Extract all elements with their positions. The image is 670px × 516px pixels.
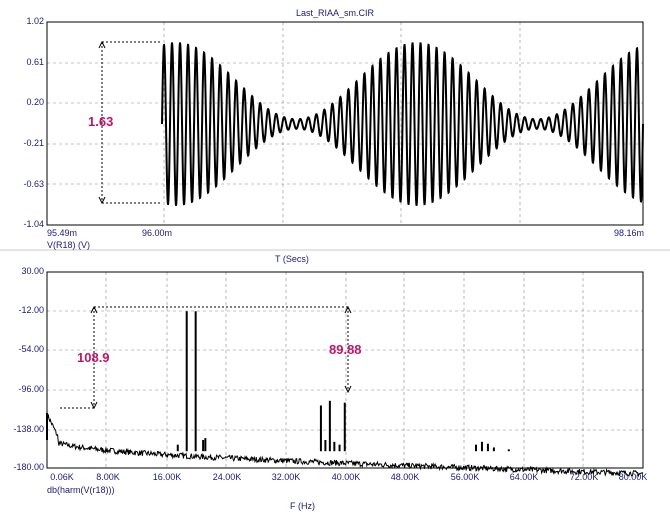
bottom-y-tick: -12.00 (18, 305, 44, 315)
bottom-plot-trace (46, 311, 644, 478)
bottom-y-tick: 30.00 (21, 266, 44, 276)
bottom-left-annotation: 108.9 (77, 350, 110, 365)
top-waveform (161, 42, 644, 206)
bottom-x-tick: 80.00K (618, 472, 648, 482)
top-trace-label: V(R18) (V) (47, 240, 91, 250)
top-y-tick: -0.21 (23, 138, 44, 148)
bottom-x-tick: 56.00K (450, 472, 480, 482)
arrowhead (90, 305, 98, 314)
arrowhead (344, 305, 352, 314)
arrowhead (90, 401, 98, 410)
arrowhead (98, 40, 106, 49)
bottom-x-tick: 32.00K (271, 472, 301, 482)
bottom-x-tick: 0.06K (50, 472, 74, 482)
bottom-x-tick: 8.00K (96, 472, 120, 482)
spectrum-noise-floor (46, 412, 644, 478)
top-amplitude-annotation: 1.63 (88, 114, 114, 129)
bottom-x-tick: 16.00K (152, 472, 182, 482)
bottom-x-axis-label: F (Hz) (290, 501, 315, 511)
top-y-tick: -0.63 (23, 179, 44, 189)
arrowhead (98, 196, 106, 205)
bottom-x-tick: 40.00K (331, 472, 361, 482)
arrowhead (344, 385, 352, 394)
bottom-y-tick: -54.00 (18, 344, 44, 354)
top-plot-trace (161, 42, 644, 206)
bottom-x-tick: 48.00K (390, 472, 420, 482)
bottom-plot-frame (46, 271, 644, 469)
window-title: Last_RIAA_sm.CIR (295, 8, 375, 18)
top-x-tick: 95.49m (47, 228, 78, 238)
top-y-tick: 0.20 (26, 97, 44, 107)
top-y-tick: -1.04 (23, 219, 44, 229)
bottom-plot-grid (47, 272, 643, 468)
bottom-x-tick: 24.00K (212, 472, 242, 482)
bottom-y-tick: -96.00 (18, 384, 44, 394)
top-x-tick: 98.16m (614, 228, 645, 238)
top-plot-grid (47, 22, 643, 225)
bottom-x-tick: 64.00K (509, 472, 539, 482)
bottom-right-annotation: 89.88 (329, 342, 362, 357)
bottom-y-tick: -180.00 (13, 462, 44, 472)
bottom-trace-label: db(harm(V(r18))) (47, 485, 115, 495)
top-y-tick: 0.61 (26, 57, 44, 67)
bottom-y-tick: -138.00 (13, 424, 44, 434)
top-x-axis-label: T (Secs) (275, 254, 309, 264)
top-x-tick: 96.00m (142, 228, 173, 238)
top-y-tick: 1.02 (26, 16, 44, 26)
top-plot-frame (46, 21, 644, 226)
bottom-x-tick: 72.00K (569, 472, 599, 482)
dimension-markers (58, 40, 352, 410)
